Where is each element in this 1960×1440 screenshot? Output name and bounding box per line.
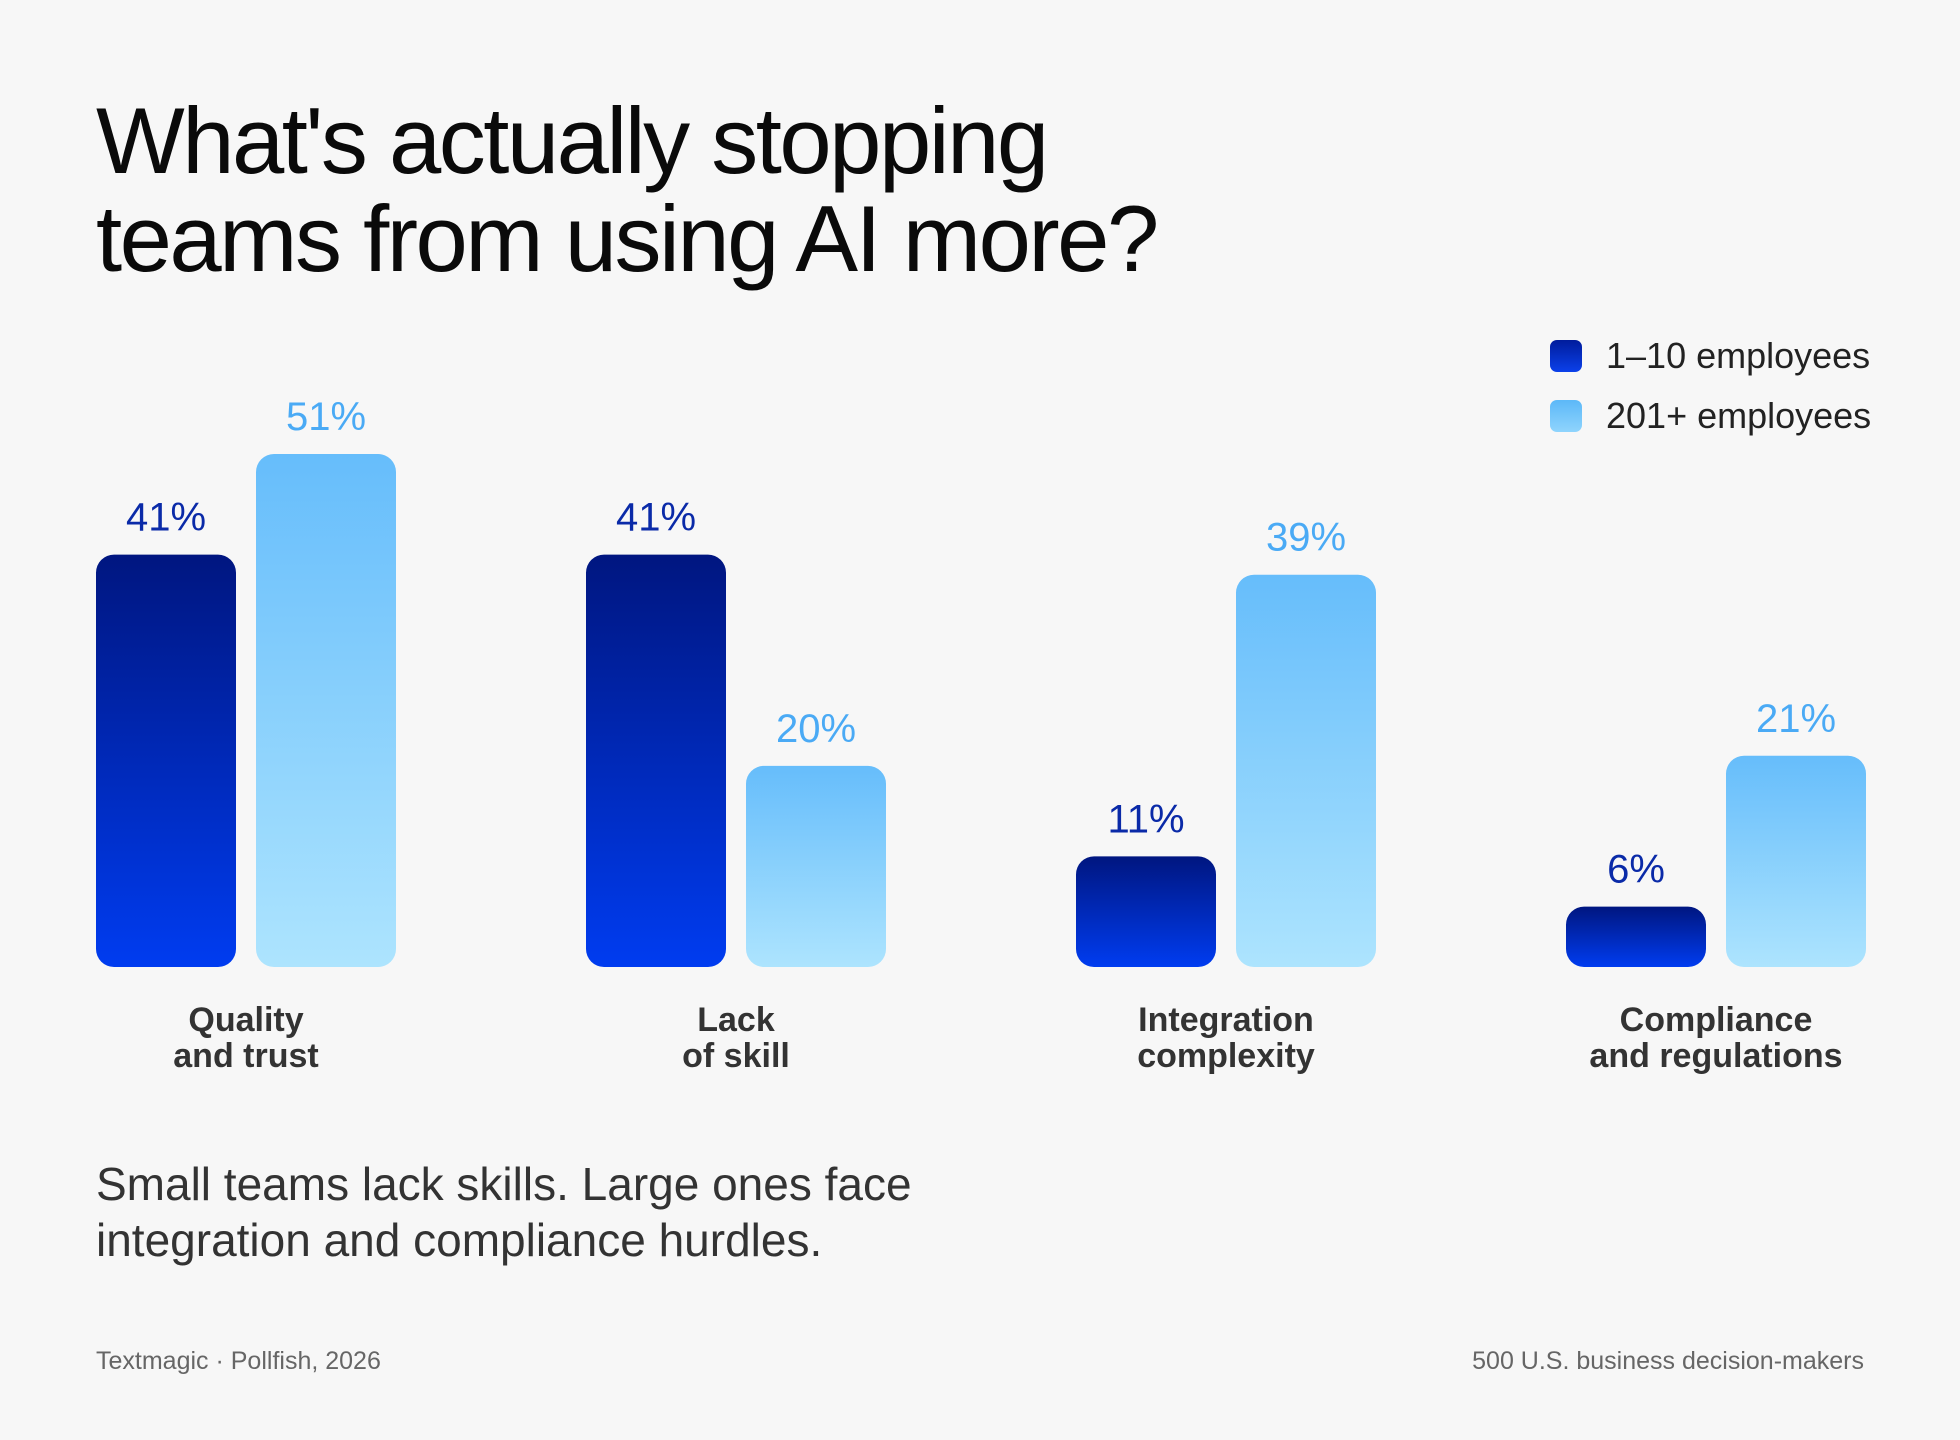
data-label-small-1: 41% [616, 496, 696, 540]
takeaway: Small teams lack skills. Large ones face… [96, 1156, 996, 1268]
bar-small-1 [586, 554, 726, 967]
bar-large-2 [1236, 574, 1376, 967]
legend-item-small: 1–10 employees [1550, 326, 1871, 386]
source-note: Textmagic · Pollfish, 2026 [96, 1347, 381, 1375]
takeaway-line-1: Small teams lack skills. Large ones face [96, 1158, 912, 1210]
chart-title: What's actually stopping teams from usin… [96, 92, 1396, 288]
category-label-0-line-1: Quality [188, 1001, 303, 1039]
legend-swatch-small [1550, 340, 1582, 372]
category-label-1-line-2: of skill [682, 1037, 790, 1075]
category-label-2-line-1: Integration [1138, 1001, 1314, 1039]
category-label-0-line-2: and trust [173, 1037, 318, 1075]
legend-swatch-large [1550, 400, 1582, 432]
data-label-large-2: 39% [1266, 516, 1346, 560]
data-label-large-3: 21% [1756, 697, 1836, 741]
category-label-1-line-1: Lack [697, 1001, 775, 1039]
bar-small-0 [96, 554, 236, 967]
data-label-large-0: 51% [286, 395, 366, 439]
chart-title-line-2: teams from using AI more? [96, 186, 1159, 291]
legend-item-large: 201+ employees [1550, 386, 1871, 446]
chart-title-line-1: What's actually stopping [96, 88, 1049, 193]
data-label-small-3: 6% [1607, 848, 1665, 892]
legend-label-small: 1–10 employees [1606, 335, 1871, 376]
legend: 1–10 employees 201+ employees [1550, 326, 1871, 446]
data-label-small-0: 41% [126, 496, 206, 540]
category-label-3-line-1: Compliance [1620, 1001, 1813, 1039]
bar-large-1 [746, 765, 886, 967]
category-label-2-line-2: complexity [1137, 1037, 1315, 1075]
data-label-large-1: 20% [776, 707, 856, 751]
takeaway-line-2: integration and compliance hurdles. [96, 1214, 823, 1266]
bar-small-2 [1076, 856, 1216, 967]
data-label-small-2: 11% [1107, 797, 1184, 841]
sample-note: 500 U.S. business decision-makers [1472, 1347, 1864, 1375]
legend-label-large: 201+ employees [1606, 395, 1872, 436]
bar-small-3 [1566, 906, 1706, 967]
category-label-3-line-2: and regulations [1589, 1037, 1842, 1075]
bar-large-3 [1726, 755, 1866, 967]
bar-large-0 [256, 454, 396, 967]
